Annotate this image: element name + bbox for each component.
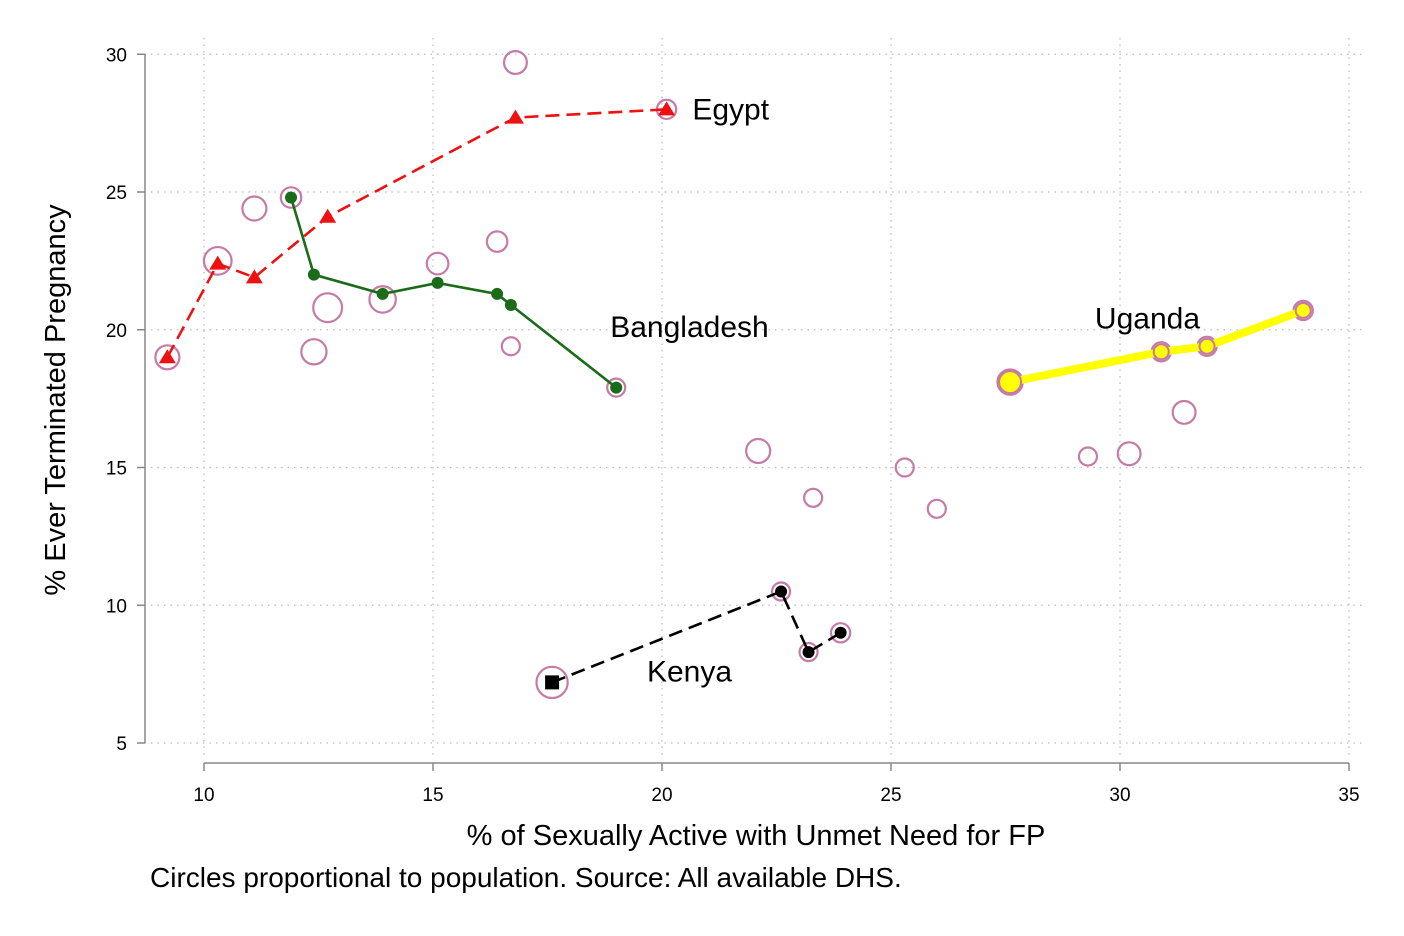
population-bubble [606,377,627,398]
uganda-series-line [1006,306,1308,387]
population-bubble [312,292,344,324]
kenya-point [802,646,815,659]
y-tick-label: 15 [106,459,127,480]
bangladesh-point [307,268,320,281]
population-bubble [368,285,397,314]
kenya-label: Kenya [647,655,732,688]
bangladesh-point [504,298,517,311]
egypt-point [245,269,263,284]
population-bubble [926,498,947,519]
population-bubble [502,50,528,76]
uganda-label: Uganda [1095,303,1200,336]
population-bubble [1077,446,1099,467]
grid-lines [144,38,1363,757]
kenya-series-line [551,589,842,684]
egypt-point [158,349,176,364]
y-axis-title: % Ever Terminated Pregnancy [40,204,72,596]
population-bubble [202,245,233,276]
population-bubble [241,195,268,222]
y-tick-label: 25 [106,183,127,204]
population-bubble [829,622,852,644]
uganda-point [1152,343,1170,361]
x-tick-label: 20 [651,785,672,806]
population-bubble [803,487,824,508]
x-tick-label: 35 [1338,785,1359,806]
population-bubble [154,344,181,371]
population-bubbles [154,50,1314,700]
population-bubble [279,186,303,209]
x-tick-label: 30 [1109,785,1130,806]
y-tick-label: 20 [106,321,127,342]
population-bubble [745,437,772,465]
kenya-point [834,626,847,639]
bangladesh-series-line [289,197,618,389]
population-bubble [425,251,450,276]
population-bubble [485,230,509,253]
egypt-point [319,208,337,223]
country-labels: Egypt Bangladesh Kenya Uganda [610,93,1200,688]
y-tick-label: 30 [106,45,127,66]
bangladesh-point [376,287,389,300]
population-bubble [1116,441,1142,467]
uganda-point [1294,301,1312,319]
egypt-point [209,255,227,270]
x-tick-label: 15 [422,785,443,806]
country-series [158,101,1312,690]
bangladesh-point [491,287,504,300]
bangladesh-point [431,276,444,289]
uganda-point [1198,337,1216,355]
population-bubble [535,665,569,700]
population-bubble [1171,399,1197,425]
kenya-point [545,675,560,690]
egypt-series-line [166,108,667,358]
population-bubble [500,336,521,357]
population-bubble [798,641,819,663]
bangladesh-label: Bangladesh [610,311,768,344]
population-bubble [894,457,915,478]
y-tick-label: 5 [116,734,127,755]
egypt-point [658,101,676,116]
x-axis-title: % of Sexually Active with Unmet Need for… [467,820,1046,852]
population-bubble [300,338,328,366]
uganda-point [998,370,1023,395]
egypt-label: Egypt [692,93,769,126]
kenya-point [775,585,788,598]
bangladesh-point [285,191,298,204]
axes: 5 10 15 20 25 30 10 15 20 25 30 35 [106,45,1360,806]
x-tick-label: 25 [880,785,901,806]
bangladesh-point [610,381,623,394]
y-tick-label: 10 [106,596,127,617]
population-bubble [770,581,792,602]
x-tick-label: 10 [193,785,214,806]
egypt-point [506,109,524,124]
source-note: Circles proportional to population. Sour… [150,862,902,893]
